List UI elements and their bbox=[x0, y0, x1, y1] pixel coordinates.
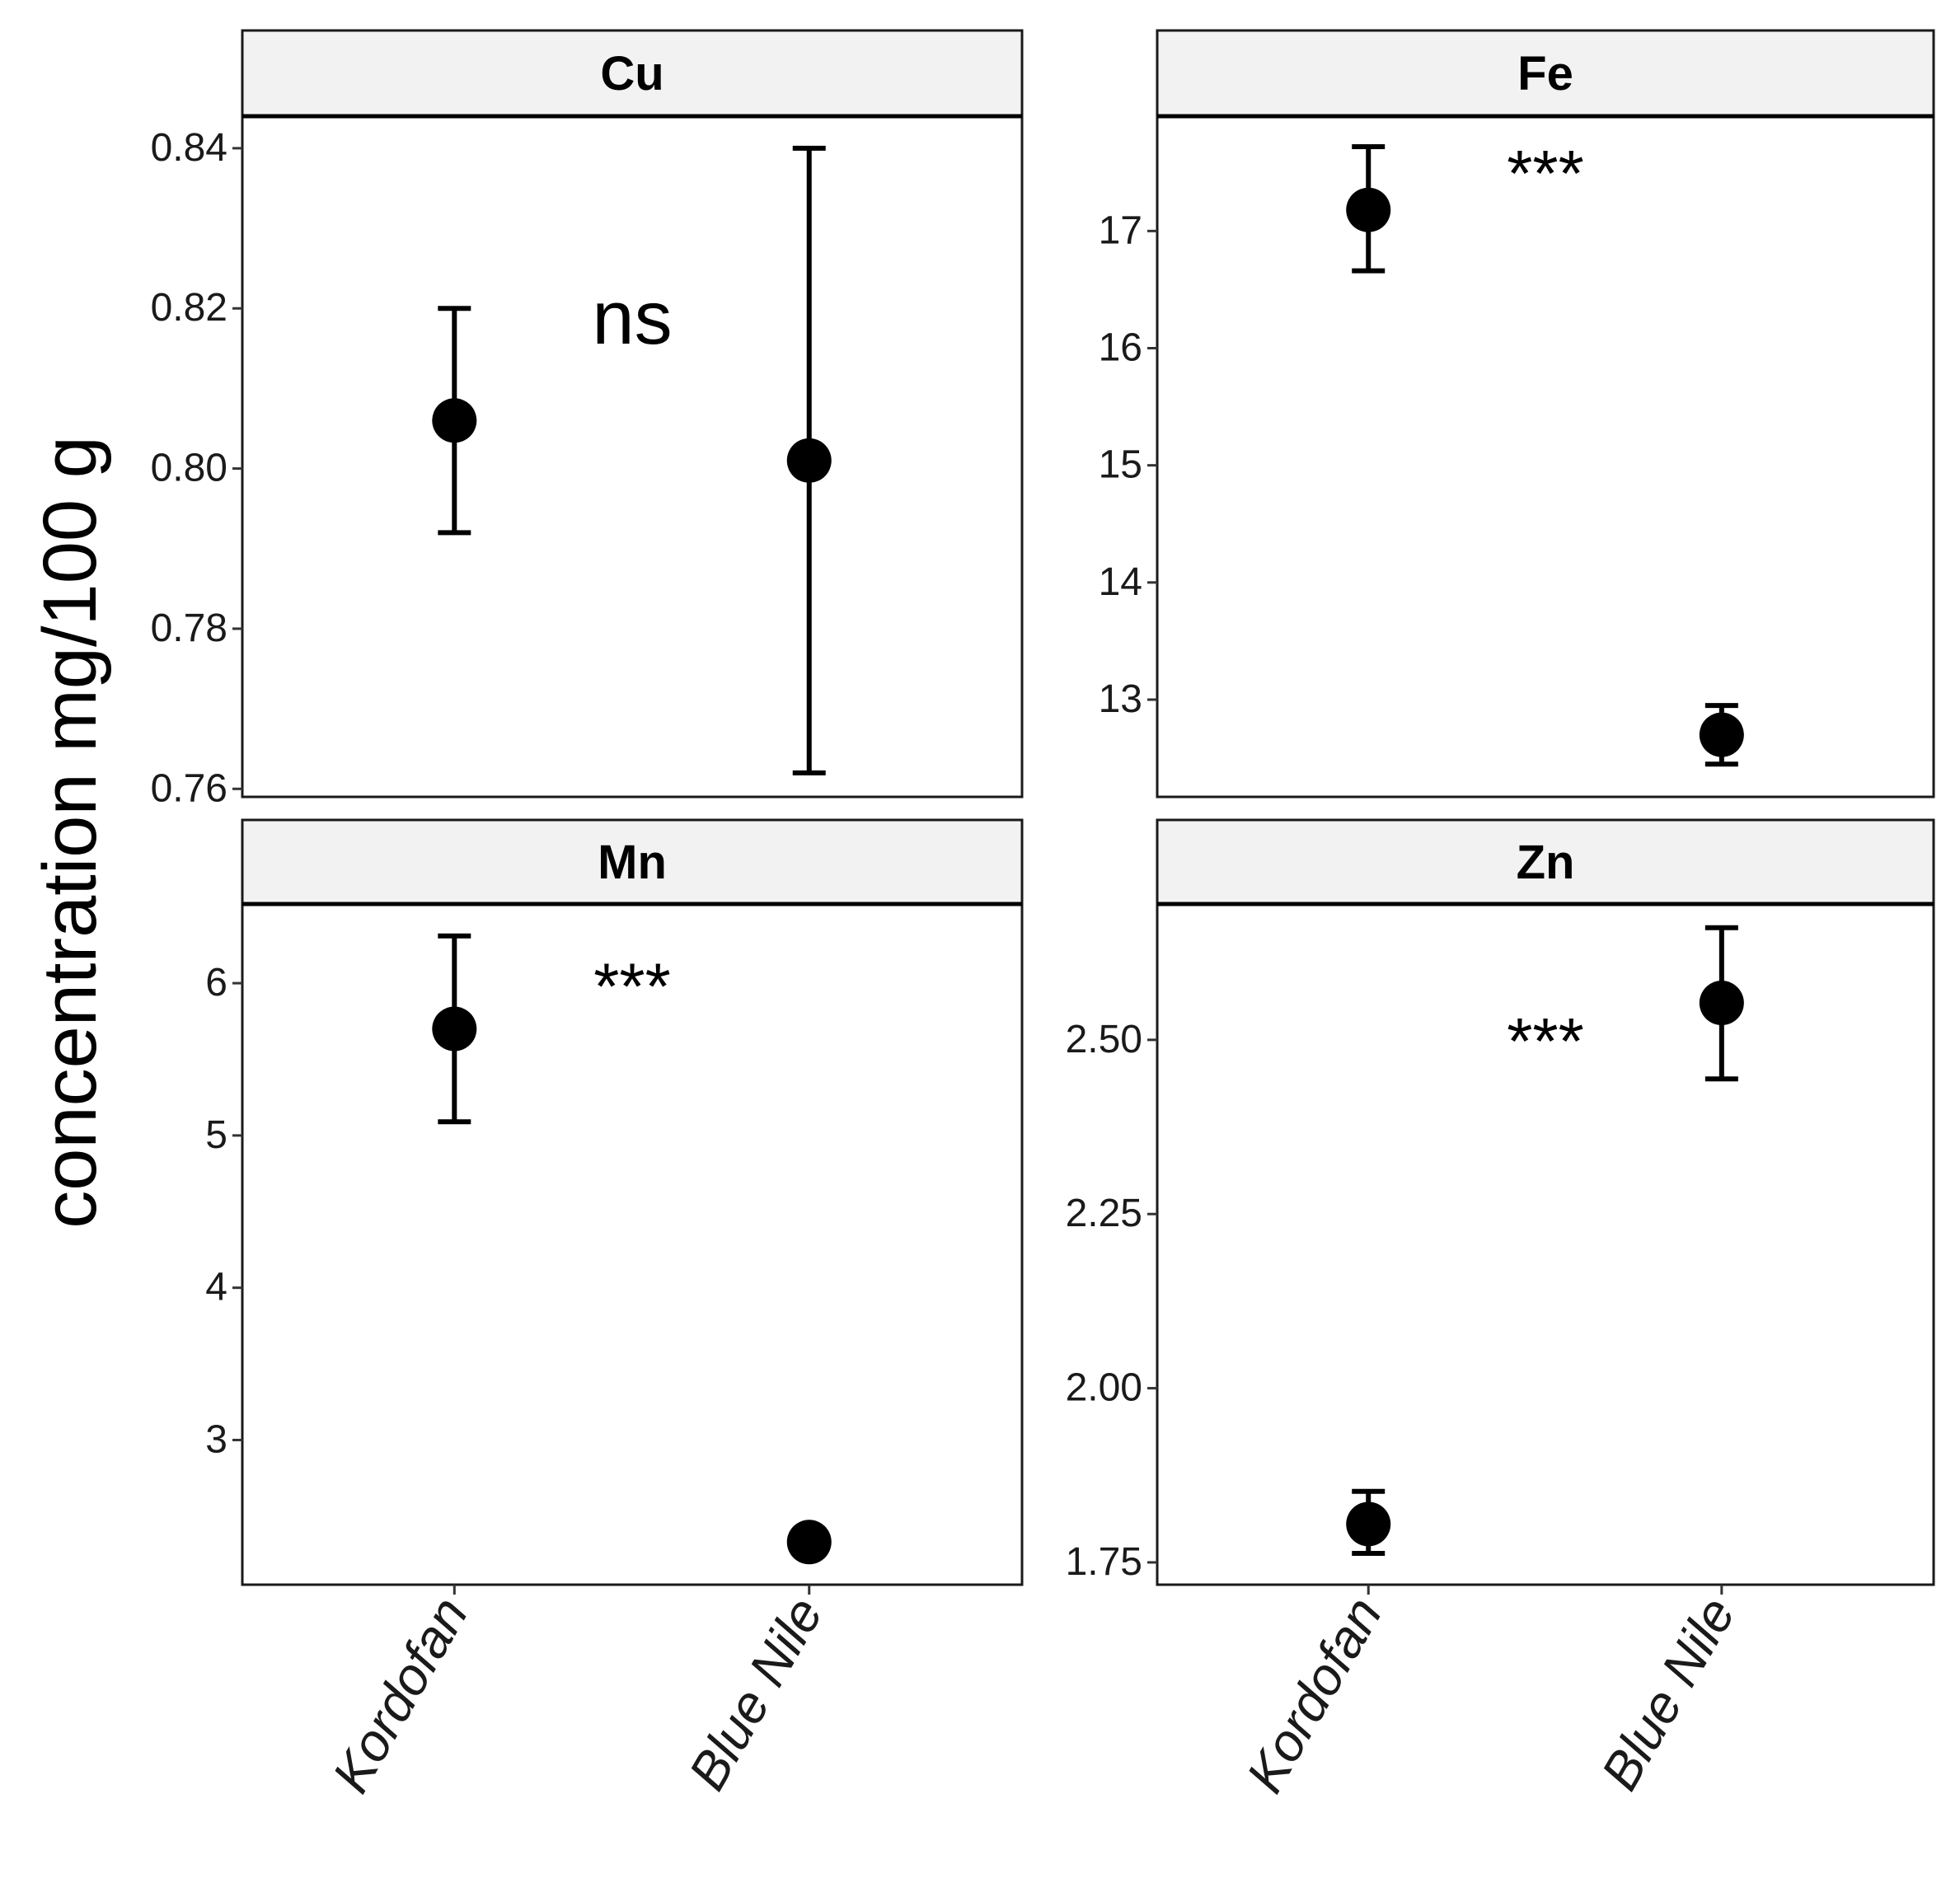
strip-zn bbox=[1156, 818, 1935, 906]
y-tick-label-cu: 0.76 bbox=[151, 766, 227, 810]
panel-mn: Mn 3 4 5 6 *** Kordofan Blue Nile bbox=[205, 818, 1024, 1802]
significance-label-zn: *** bbox=[1507, 1005, 1583, 1078]
y-tick-label-cu: 0.80 bbox=[151, 447, 227, 490]
y-tick-label-mn: 3 bbox=[205, 1417, 227, 1461]
y-tick-label-fe: 15 bbox=[1099, 443, 1142, 487]
panel-title-fe: Fe bbox=[1517, 47, 1573, 101]
data-point-fe-blue-nile bbox=[1699, 712, 1744, 757]
data-point-zn-kordofan bbox=[1346, 1501, 1391, 1547]
y-tick-label-zn: 2.25 bbox=[1066, 1192, 1142, 1235]
panel-fe: Fe 13 14 15 16 17 *** bbox=[1099, 29, 1935, 799]
panel-title-zn: Zn bbox=[1517, 836, 1575, 889]
strip-fe bbox=[1156, 29, 1935, 118]
data-point-fe-kordofan bbox=[1346, 187, 1391, 232]
data-point-zn-blue-nile bbox=[1699, 981, 1744, 1026]
significance-label-cu: ns bbox=[592, 276, 672, 360]
significance-label-fe: *** bbox=[1507, 137, 1583, 210]
y-tick-label-zn: 2.50 bbox=[1066, 1018, 1142, 1061]
data-point-cu-kordofan bbox=[432, 398, 477, 443]
facet-panels: Cu0.760.780.800.820.84nsFe1314151617***M… bbox=[151, 29, 1935, 1802]
y-tick-label-mn: 5 bbox=[205, 1113, 227, 1157]
y-tick-label-fe: 14 bbox=[1099, 560, 1142, 604]
y-tick-label-cu: 0.84 bbox=[151, 126, 227, 170]
panel-cu: Cu 0.76 0.78 0.80 0.82 0.84 ns bbox=[151, 29, 1024, 810]
panel-title-cu: Cu bbox=[600, 47, 663, 101]
panel-zn: Zn 1.75 2.00 2.25 2.50 *** Kordofan Blue Nile bbox=[1066, 818, 1935, 1802]
y-tick-label-mn: 4 bbox=[205, 1266, 227, 1309]
strip-cu bbox=[241, 29, 1024, 118]
y-tick-label-fe: 17 bbox=[1099, 208, 1142, 252]
x-tick-label-blue-nile: Blue Nile bbox=[1590, 1587, 1747, 1800]
x-tick-label-kordofan: Kordofan bbox=[321, 1587, 479, 1802]
strip-mn bbox=[241, 818, 1024, 906]
y-tick-label-zn: 1.75 bbox=[1066, 1540, 1142, 1584]
y-tick-label-mn: 6 bbox=[205, 961, 227, 1005]
data-point-mn-kordofan bbox=[432, 1006, 477, 1052]
y-tick-label-cu: 0.82 bbox=[151, 286, 227, 330]
y-tick-label-fe: 13 bbox=[1099, 677, 1142, 721]
y-tick-label-zn: 2.00 bbox=[1066, 1366, 1142, 1410]
panel-title-mn: Mn bbox=[598, 836, 667, 889]
data-point-mn-blue-nile bbox=[786, 1520, 832, 1565]
x-tick-label-blue-nile: Blue Nile bbox=[677, 1587, 833, 1800]
panel-border-fe bbox=[1156, 115, 1935, 799]
data-point-cu-blue-nile bbox=[786, 438, 832, 483]
y-axis-title: concentration mg/100 g bbox=[28, 436, 112, 1229]
significance-label-mn: *** bbox=[593, 949, 670, 1023]
x-tick-label-kordofan: Kordofan bbox=[1235, 1587, 1393, 1802]
y-tick-label-cu: 0.78 bbox=[151, 607, 227, 650]
panel-border-cu bbox=[241, 115, 1024, 799]
y-tick-label-fe: 16 bbox=[1099, 326, 1142, 369]
